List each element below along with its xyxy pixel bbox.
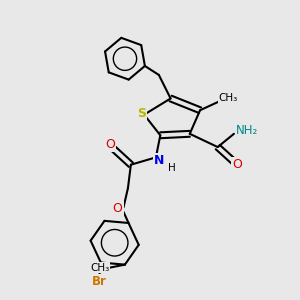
Text: H: H bbox=[168, 163, 176, 173]
Text: CH₃: CH₃ bbox=[90, 262, 110, 273]
Text: O: O bbox=[232, 158, 242, 171]
Text: S: S bbox=[137, 107, 146, 120]
Text: NH₂: NH₂ bbox=[236, 124, 258, 137]
Text: CH₃: CH₃ bbox=[218, 94, 238, 103]
Text: O: O bbox=[105, 138, 115, 151]
Text: O: O bbox=[113, 202, 122, 214]
Text: N: N bbox=[154, 154, 165, 167]
Text: Br: Br bbox=[92, 275, 107, 288]
